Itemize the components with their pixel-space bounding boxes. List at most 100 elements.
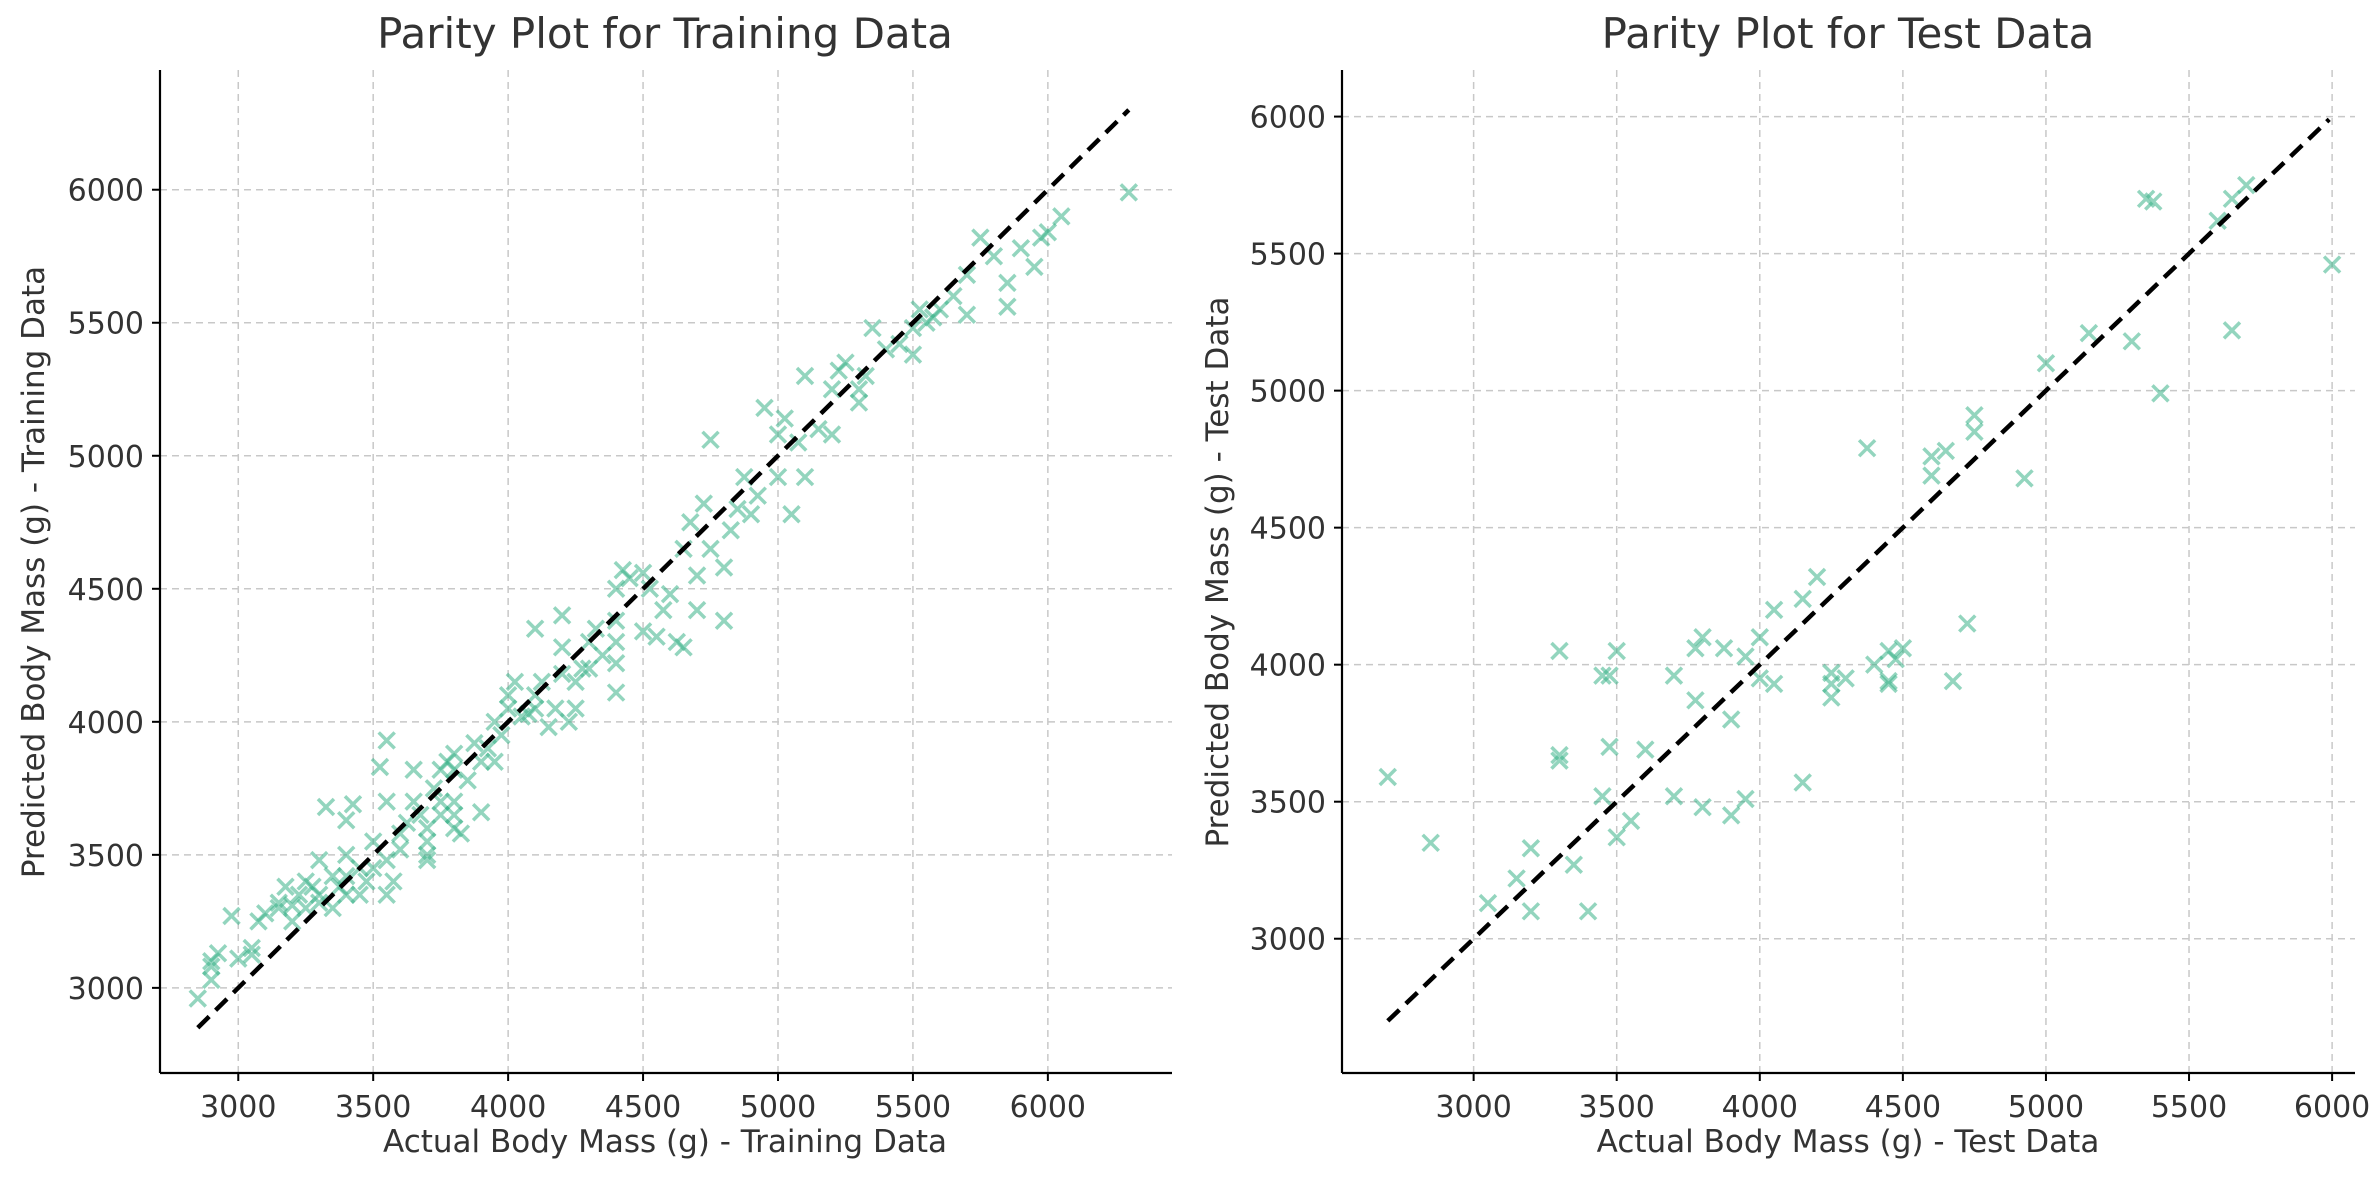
data-point (1600, 737, 1619, 757)
x-tick-label: 5000 (2008, 1090, 2084, 1125)
data-point (768, 467, 788, 487)
data-point (458, 771, 477, 790)
data-point (1600, 666, 1619, 685)
y-tick-label: 4000 (68, 706, 144, 741)
data-point (1936, 441, 1956, 461)
data-point (775, 409, 794, 428)
data-markers (188, 183, 1139, 1008)
data-point (289, 885, 309, 904)
training-parity-chart: Parity Plot for Training Data 3000 3500 40… (16, 9, 1172, 1160)
data-point (971, 228, 990, 247)
data-point (1879, 671, 1898, 691)
data-point (1593, 666, 1612, 685)
y-tick-label: 4500 (68, 573, 144, 608)
data-point (586, 619, 606, 638)
data-point (1636, 740, 1655, 759)
data-point (1550, 745, 1569, 765)
data-point (465, 733, 484, 753)
data-point (903, 345, 923, 364)
data-point (593, 646, 612, 665)
y-tick-label: 3000 (1250, 923, 1326, 958)
data-point (863, 318, 882, 338)
data-point (1857, 438, 1877, 458)
data-point (1822, 688, 1841, 707)
data-point (2036, 353, 2056, 373)
x-axis-label: Actual Body Mass (g) - Training Data (383, 1124, 947, 1160)
data-point (336, 885, 356, 904)
data-point (1822, 663, 1841, 683)
data-point (370, 757, 390, 777)
data-point (701, 430, 720, 450)
data-point (795, 366, 815, 386)
data-point (1793, 589, 1812, 609)
data-point (242, 945, 261, 964)
data-point (1664, 786, 1684, 806)
data-point (552, 664, 572, 684)
data-point (2079, 323, 2099, 343)
data-point (208, 944, 228, 963)
x-tick-label: 6000 (2294, 1090, 2370, 1125)
data-point (1736, 789, 1755, 809)
data-point (336, 866, 356, 886)
data-point (1750, 628, 1770, 647)
data-point (714, 558, 734, 577)
data-point (485, 752, 504, 771)
data-point (1807, 567, 1827, 587)
y-tick-label: 6000 (1250, 101, 1326, 136)
data-point (357, 872, 376, 891)
data-point (755, 398, 774, 418)
data-markers (1378, 175, 2342, 921)
data-point (822, 425, 842, 444)
data-point (566, 672, 585, 692)
data-point (1664, 666, 1684, 685)
data-point (782, 505, 801, 524)
data-point (350, 885, 369, 904)
data-point (1922, 466, 1941, 485)
data-point (1922, 447, 1941, 466)
data-point (1578, 902, 1598, 921)
data-point (316, 797, 336, 817)
data-point (721, 521, 741, 540)
x-axis-label: Actual Body Mass (g) - Test Data (1597, 1124, 2100, 1160)
data-point (741, 505, 761, 524)
data-point (1714, 638, 1734, 658)
x-tick-label: 3500 (1579, 1090, 1655, 1125)
data-point (849, 393, 869, 412)
data-point (647, 627, 666, 646)
x-tick-label: 4000 (1722, 1090, 1798, 1125)
data-point (539, 717, 558, 737)
parity-line (1386, 117, 2331, 1023)
data-point (1693, 628, 1712, 647)
data-point (1836, 669, 1855, 688)
data-point (2237, 175, 2256, 195)
data-point (788, 433, 808, 452)
data-point (498, 699, 518, 718)
data-point (1965, 422, 1984, 441)
y-axis-label: Predicted Body Mass (g) - Training Data (16, 266, 52, 878)
data-point (188, 989, 208, 1008)
data-point (2208, 211, 2227, 230)
y-tick-label: 5500 (1250, 238, 1326, 273)
data-point (202, 970, 221, 990)
data-point (390, 824, 410, 843)
data-point (1893, 638, 1913, 658)
data-point (1943, 671, 1963, 691)
data-point (1478, 893, 1498, 913)
data-point (1958, 614, 1977, 633)
data-point (1025, 257, 1044, 277)
data-point (1865, 655, 1884, 674)
parity-line (196, 108, 1131, 1030)
data-point (856, 366, 875, 386)
data-point (282, 912, 302, 931)
data-point (1607, 641, 1626, 661)
data-point (229, 949, 248, 968)
data-point (2322, 255, 2342, 274)
data-point (2222, 321, 2242, 340)
x-tick-label: 4000 (470, 1090, 546, 1125)
data-point (606, 683, 626, 702)
data-point (1011, 239, 1031, 258)
data-point (1686, 638, 1705, 658)
data-point (478, 739, 498, 758)
data-point (849, 380, 869, 399)
data-point (606, 579, 626, 599)
